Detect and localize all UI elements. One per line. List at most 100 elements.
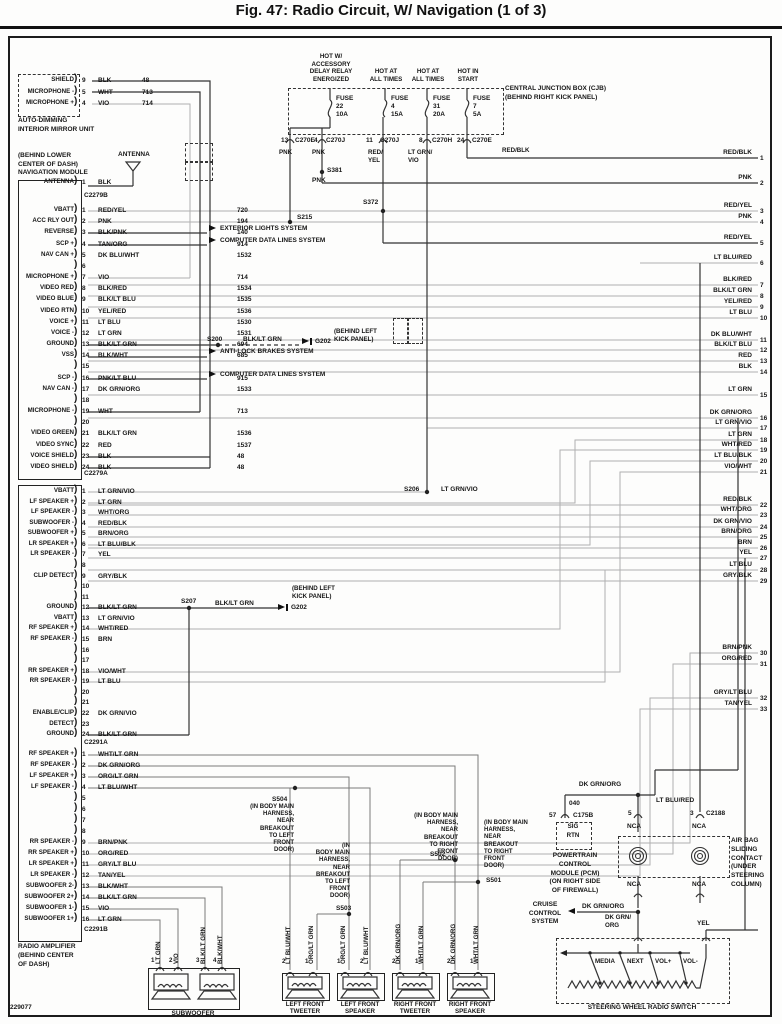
mirror-pin-number: 5 <box>82 88 86 96</box>
right-wire-color: LT BLU/BLK <box>714 452 752 459</box>
speaker-pin-number: 1 <box>151 957 155 964</box>
right-wire-number: 11 <box>760 337 767 344</box>
amp-a-pin-bracket: ) <box>74 557 78 569</box>
nav-pin-number: 22 <box>82 441 90 449</box>
ground-arrow-icon <box>278 604 285 610</box>
splice-label: S206 <box>404 486 420 493</box>
connector-bar-icon <box>286 604 288 611</box>
nav-pin-circuit: 714 <box>237 274 248 282</box>
steering-switch-label: STEERING WHEEL RADIO SWITCH <box>587 1004 697 1011</box>
fuse-name: FUSE <box>473 95 491 102</box>
nav-pin-color: RED/YEL <box>98 207 127 214</box>
passthrough-connector-icon <box>185 162 213 181</box>
nav-pin-circuit: 1534 <box>237 285 252 293</box>
cjb-label: CENTRAL JUNCTION BOX (CJB) <box>505 85 606 92</box>
amplifier-label: (BEHIND CENTER <box>18 952 74 959</box>
amp-a-pin-bracket: ) <box>74 653 78 665</box>
right-wire-color: BRN <box>737 539 752 546</box>
right-wire-number: 10 <box>760 315 768 322</box>
right-wire-number: 32 <box>760 695 768 702</box>
amp-a-pin-number: 15 <box>82 635 90 643</box>
cruise-label: CONTROL <box>528 909 562 917</box>
wires-speaker <box>88 754 479 970</box>
mirror-unit-label: AUTO-DIMMING <box>18 117 68 124</box>
nav-pin-name: NAV CAN + <box>40 250 74 258</box>
right-wire-number: 31 <box>760 661 768 668</box>
passthrough-connector-icon <box>393 318 408 344</box>
amp-a-pin-name: ENABLE/CLIP <box>32 708 74 716</box>
front-speaker-box <box>392 973 440 1001</box>
amp-a-pin-color: LT BLU/BLK <box>98 540 136 548</box>
amp-a-pin-number: 20 <box>82 688 90 696</box>
speaker-wire-label: ORG/LT GRN <box>308 925 315 964</box>
nav-pin-color: PNK <box>98 218 112 226</box>
nav-pin-bracket: ) <box>74 404 78 416</box>
nca-label: NCA <box>692 881 707 888</box>
nav-pin-color: YEL/RED <box>98 307 127 315</box>
mirror-pin-color: BLK <box>98 77 112 84</box>
airbag-label: AIR BAG <box>731 837 759 844</box>
right-wire-color: LT GRN <box>728 386 752 393</box>
nav-antenna-color: BLK <box>98 179 112 186</box>
amp-a-pin-name: VBATT <box>53 487 74 494</box>
fuse-number: 22 <box>336 103 344 110</box>
amp-b-pin-number: 16 <box>82 916 90 923</box>
fuse-header: ALL TIMES <box>411 75 445 83</box>
fuse-number: 31 <box>433 103 441 110</box>
nav-pin-circuit: 1536 <box>237 307 252 315</box>
right-wire-number: 30 <box>760 650 768 657</box>
antenna-label: ANTENNA <box>118 151 150 158</box>
system-arrow-icon <box>209 236 216 243</box>
nav-pin-bracket: ) <box>74 203 78 214</box>
amp-a-pin-color: WHT/ORG <box>98 509 130 517</box>
nav-antenna-name: ANTENNA <box>43 178 74 185</box>
airbag-box <box>618 836 730 878</box>
cjb-out-pin: 11 <box>366 137 373 144</box>
amp-a-pin-name: RF SPEAKER + <box>28 624 74 632</box>
nav-pin-bracket: ) <box>74 225 78 237</box>
cjb-wire-label: VIO <box>408 157 419 164</box>
right-wire-number: 5 <box>760 240 764 247</box>
nav-pin-number: 19 <box>82 408 90 416</box>
amp-b-pin-name: LR SPEAKER + <box>28 860 74 867</box>
nav-pin-name: VOICE + <box>49 317 74 325</box>
amp-b-pin-bracket: ) <box>74 813 78 824</box>
right-wire-color: GRY/LT BLU <box>713 689 752 696</box>
nav-connector-bottom: C2279A <box>84 470 108 477</box>
amp-b-pin-number: 11 <box>82 861 89 868</box>
front-speaker-label: LEFT FRONT <box>285 1001 325 1008</box>
ground-wire-label: BLK/LT GRN <box>215 600 254 607</box>
right-wire-number: 29 <box>760 578 768 585</box>
amp-a-pin-color: VIO/WHT <box>98 667 126 675</box>
amp-b-pin-number: 7 <box>82 817 86 824</box>
amp-b-pin-color: BLK/LT GRN <box>98 894 137 901</box>
nav-module-label: CENTER OF DASH) <box>18 160 78 168</box>
s206-wire-label: LT GRN/VIO <box>441 486 478 493</box>
cjb-out-connector: C270J <box>380 137 400 144</box>
right-wire-color: LT BLU <box>729 309 752 316</box>
mirror-pin-bracket: ) <box>74 96 78 107</box>
front-speaker-box <box>337 973 385 1001</box>
amp-a-pin-name: RF SPEAKER - <box>30 634 74 642</box>
nav-pin-name: VIDEO RED <box>39 284 74 292</box>
amp-b-pin-color: TAN/YEL <box>98 872 126 879</box>
pcm-label: POWERTRAIN <box>552 852 598 859</box>
nav-pin-color: VIO <box>98 274 110 282</box>
harness-note: BREAKOUT <box>484 841 518 848</box>
amp-a-pin-color: GRY/BLK <box>98 572 128 580</box>
speaker-wire-label: BLK/LT GRN <box>200 926 207 964</box>
right-wire-number: 7 <box>760 282 764 289</box>
cjb-wire-label: LT GRN/ <box>408 149 433 156</box>
right-wire-number: 6 <box>760 260 764 267</box>
amp-a-pin-name: RR SPEAKER + <box>28 666 74 674</box>
amp-b-pin-bracket: ) <box>74 857 78 868</box>
amp-b-pin-name: SUBWOOFER 1- <box>25 904 74 911</box>
cjb-box <box>288 88 504 135</box>
amp-connector-a: C2291A <box>84 739 108 746</box>
nav-pin-number: 5 <box>82 251 86 259</box>
nav-pin-name: ACC RLY OUT <box>32 217 74 225</box>
cjb-out-connector: C270J <box>326 137 346 144</box>
nav-pin-bracket: ) <box>74 314 78 326</box>
right-wire-number: 24 <box>760 524 768 531</box>
right-wire-color: RED/YEL <box>723 202 752 209</box>
